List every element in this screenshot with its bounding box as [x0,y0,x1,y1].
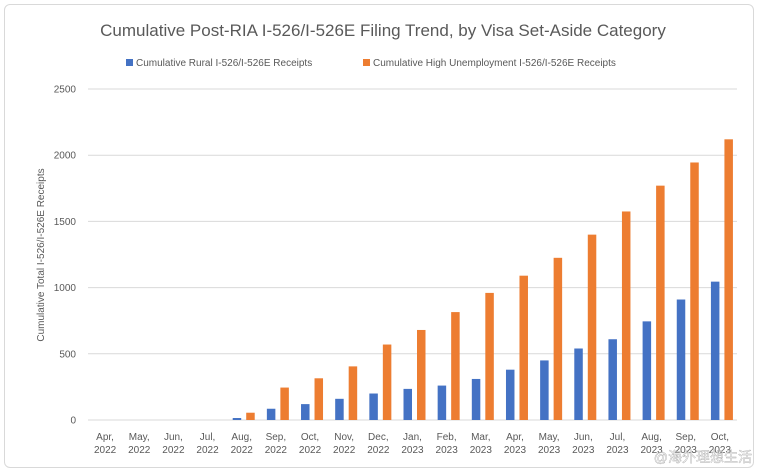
bar-high-unemployment [382,344,392,420]
bar-rural [642,321,652,420]
bar-high-unemployment [621,211,631,420]
bar-high-unemployment [690,162,699,420]
x-tick-label: Sep, 2022 [265,432,288,456]
bar-rural [301,404,310,420]
bar-high-unemployment [485,292,494,420]
x-tick-label: Aug, 2023 [640,432,663,456]
x-tick-label: Apr, 2022 [94,432,117,456]
bar-rural [369,393,378,420]
bar-high-unemployment [587,234,597,420]
bar-high-unemployment [314,378,324,420]
bar-high-unemployment [724,139,733,420]
x-tick-label: Aug, 2022 [231,432,254,456]
bar-rural [335,398,344,420]
x-tick-label: May, 2023 [538,432,561,456]
bar-high-unemployment [519,275,528,420]
legend-label-high-unemployment: Cumulative High Unemployment I-526/I-526… [373,58,616,69]
bar-rural [505,369,515,420]
chart-title: Cumulative Post-RIA I-526/I-526E Filing … [100,21,666,40]
legend-swatch-high-unemployment [363,59,370,66]
x-axis-ticks: Apr, 2022 May, 2022 Jun, 2022 Jul, 2022 Aug, 2022… [94,432,732,456]
bar-rural [403,388,412,420]
x-tick-label: Oct, 2022 [299,432,322,456]
bar-rural [232,418,242,420]
x-tick-label: Nov, 2022 [333,432,356,456]
bars [232,139,733,420]
x-tick-label: Jun, 2023 [572,432,595,456]
bar-rural [710,281,720,420]
x-tick-label: Feb, 2023 [436,432,459,456]
x-tick-label: Mar, 2023 [470,432,493,456]
bar-rural [574,348,583,420]
bar-rural [471,378,481,420]
y-tick-label: 500 [59,349,76,360]
x-tick-label: Jun, 2022 [162,432,185,456]
y-tick-label: 1000 [54,283,77,294]
bar-high-unemployment [246,412,255,420]
bar-rural [676,299,686,420]
y-tick-label: 0 [70,416,76,427]
legend-swatch-rural [126,59,133,66]
bar-rural [540,360,549,420]
x-tick-label: May, 2022 [128,432,151,456]
bar-rural [266,408,276,420]
y-tick-label: 2000 [54,151,77,162]
bar-high-unemployment [417,329,426,420]
bar-high-unemployment [280,387,289,420]
watermark: @海外理想生活 [654,449,752,465]
x-tick-label: Sep, 2023 [675,432,698,456]
x-tick-label: Oct, 2023 [709,432,732,456]
x-tick-label: Jan, 2023 [401,432,424,456]
x-tick-label: Jul, 2023 [606,432,629,456]
y-axis-ticks: 0 500 1000 1500 2000 2500 [54,85,77,427]
bar-rural [608,339,617,420]
bar-rural [437,385,447,420]
legend: Cumulative Rural I-526/I-526E Receipts C… [126,58,616,69]
x-tick-label: Apr, 2023 [504,432,527,456]
bar-high-unemployment [553,257,563,420]
bar-high-unemployment [348,366,358,420]
x-tick-label: Dec, 2022 [367,432,390,456]
y-tick-label: 2500 [54,85,77,96]
bar-high-unemployment [451,312,460,420]
gridlines [88,88,737,421]
y-axis-label: Cumulative Total I-526/I-526E Receipts [36,168,47,341]
legend-label-rural: Cumulative Rural I-526/I-526E Receipts [136,58,312,69]
y-tick-label: 1500 [54,217,77,228]
x-tick-label: Jul, 2022 [196,432,219,456]
bar-high-unemployment [656,185,665,420]
